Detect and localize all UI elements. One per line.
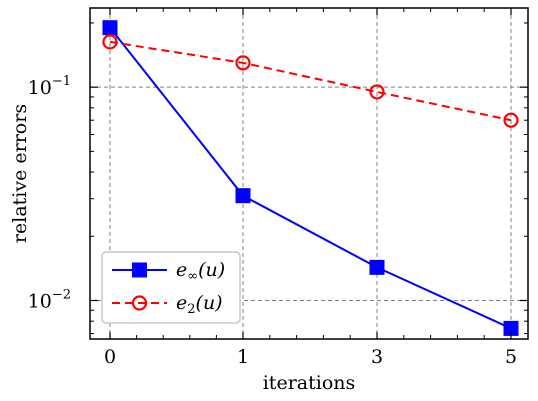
- legend-argument: (u): [198, 259, 225, 281]
- y-tick-exponent: −1: [52, 74, 71, 89]
- legend-label: e∞(u): [176, 259, 225, 284]
- legend: e∞(u) e2(u): [101, 251, 241, 324]
- x-tick-label: 3: [371, 346, 383, 368]
- series-line: [109, 40, 512, 122]
- legend-marker: [132, 262, 147, 278]
- legend-subscript: 2: [187, 302, 195, 317]
- y-tick-label: 10−2: [28, 288, 71, 313]
- tick-labels: 0 1 3 5 10−1 10−2: [28, 74, 517, 368]
- plot-frame: [89, 7, 529, 340]
- legend-argument: (u): [196, 292, 223, 314]
- data-point: [503, 112, 519, 128]
- x-tick-label: 5: [505, 346, 517, 368]
- y-axis-label: relative errors: [9, 104, 31, 243]
- legend-marker: [131, 295, 148, 311]
- data-point: [102, 34, 118, 50]
- x-tick-label: 0: [104, 346, 116, 368]
- data-point: [503, 320, 519, 336]
- series-1: [102, 20, 519, 336]
- data-point: [235, 188, 251, 204]
- ticks: [90, 8, 528, 339]
- x-axis-label: iterations: [263, 372, 356, 394]
- legend-label: e2(u): [176, 292, 223, 317]
- data-point: [369, 259, 385, 275]
- series-line: [109, 27, 512, 330]
- series-2: [102, 34, 519, 128]
- y-tick-exponent: −2: [52, 288, 71, 303]
- y-tick-label: 10−1: [28, 74, 71, 99]
- data-point: [235, 55, 251, 71]
- legend-subscript: ∞: [187, 269, 198, 284]
- series-layer: [102, 20, 519, 336]
- data-point: [369, 84, 385, 100]
- x-tick-label: 1: [237, 346, 249, 368]
- data-point: [102, 20, 118, 36]
